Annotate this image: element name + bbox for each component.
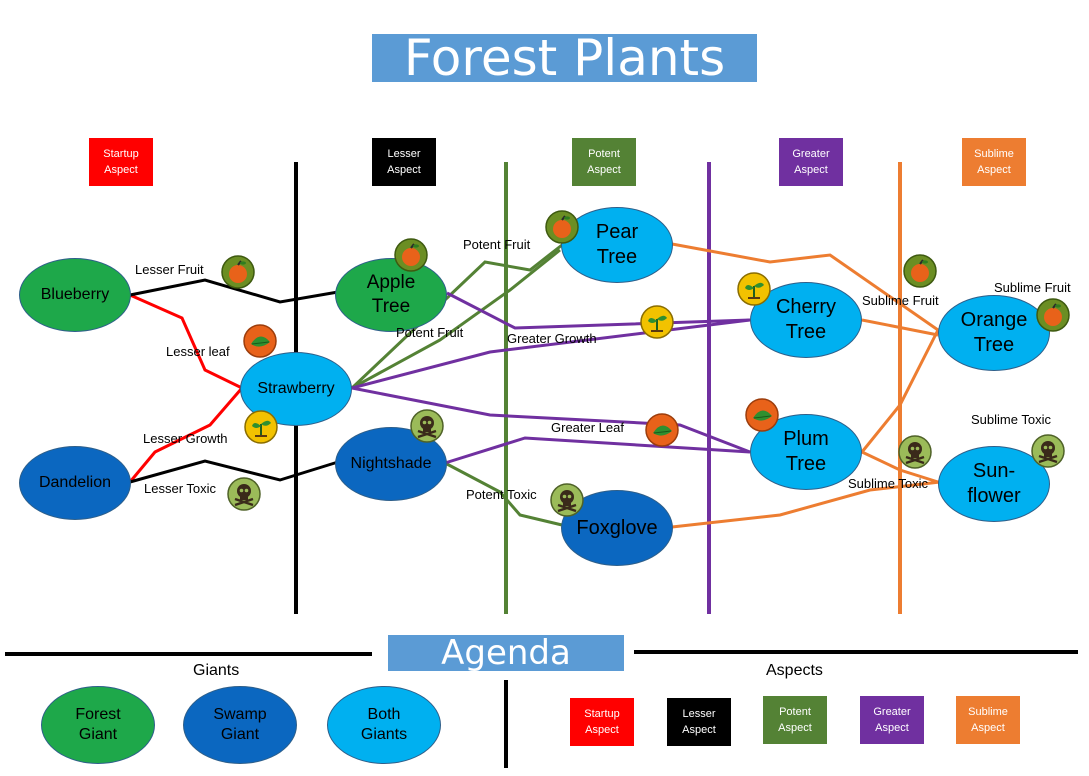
skull-icon — [550, 483, 584, 517]
plant-orange-tree[interactable]: Orange Tree — [938, 295, 1050, 371]
legend-sublime-aspect: Sublime Aspect — [956, 696, 1020, 744]
label-sublime-toxic-bottom: Sublime Toxic — [848, 476, 928, 491]
label-lesser-growth: Lesser Growth — [143, 431, 228, 446]
plant-blueberry[interactable]: Blueberry — [19, 258, 131, 332]
legend-both-giants: Both Giants — [327, 686, 441, 764]
label-greater-growth: Greater Growth — [507, 331, 597, 346]
label-sublime-fruit-left: Sublime Fruit — [862, 293, 939, 308]
fruit-icon — [1036, 298, 1070, 332]
plant-dandelion[interactable]: Dandelion — [19, 446, 131, 520]
skull-icon — [410, 409, 444, 443]
plant-strawberry[interactable]: Strawberry — [240, 352, 352, 426]
column-greater: Greater Aspect — [779, 138, 843, 186]
column-startup: Startup Aspect — [89, 138, 153, 186]
legend-lesser-aspect: Lesser Aspect — [667, 698, 731, 746]
sprout-icon — [244, 410, 278, 444]
plant-pear-tree[interactable]: Pear Tree — [561, 207, 673, 283]
leaf-icon — [745, 398, 779, 432]
label-sublime-fruit-right: Sublime Fruit — [994, 280, 1071, 295]
fruit-icon — [221, 255, 255, 289]
label-potent-fruit-top: Potent Fruit — [463, 237, 531, 252]
giants-heading: Giants — [193, 662, 240, 679]
legend-potent-aspect: Potent Aspect — [763, 696, 827, 744]
label-lesser-fruit: Lesser Fruit — [135, 262, 204, 277]
sprout-icon — [640, 305, 674, 339]
column-sublime: Sublime Aspect — [962, 138, 1026, 186]
agenda-title: Agenda — [388, 635, 624, 671]
column-lesser: Lesser Aspect — [372, 138, 436, 186]
legend-greater-aspect: Greater Aspect — [860, 696, 924, 744]
fruit-icon — [545, 210, 579, 244]
legend-swamp-giant: Swamp Giant — [183, 686, 297, 764]
label-potent-toxic: Potent Toxic — [466, 487, 537, 502]
fruit-icon — [903, 254, 937, 288]
legend-startup-aspect: Startup Aspect — [570, 698, 634, 746]
label-sublime-toxic-top: Sublime Toxic — [971, 412, 1051, 427]
label-lesser-toxic: Lesser Toxic — [144, 481, 217, 496]
plant-apple-tree[interactable]: Apple Tree — [335, 258, 447, 332]
page-title: Forest Plants — [372, 33, 757, 83]
plant-sunflower[interactable]: Sun- flower — [938, 446, 1050, 522]
legend-forest-giant: Forest Giant — [41, 686, 155, 764]
skull-icon — [1031, 434, 1065, 468]
column-potent: Potent Aspect — [572, 138, 636, 186]
leaf-icon — [645, 413, 679, 447]
skull-icon — [227, 477, 261, 511]
aspects-heading: Aspects — [766, 662, 823, 679]
label-potent-fruit-mid: Potent Fruit — [396, 325, 464, 340]
skull-icon — [898, 435, 932, 469]
fruit-icon — [394, 238, 428, 272]
label-greater-leaf: Greater Leaf — [551, 420, 624, 435]
leaf-icon — [243, 324, 277, 358]
plant-cherry-tree[interactable]: Cherry Tree — [750, 282, 862, 358]
sprout-icon — [737, 272, 771, 306]
label-lesser-leaf: Lesser leaf — [166, 344, 230, 359]
